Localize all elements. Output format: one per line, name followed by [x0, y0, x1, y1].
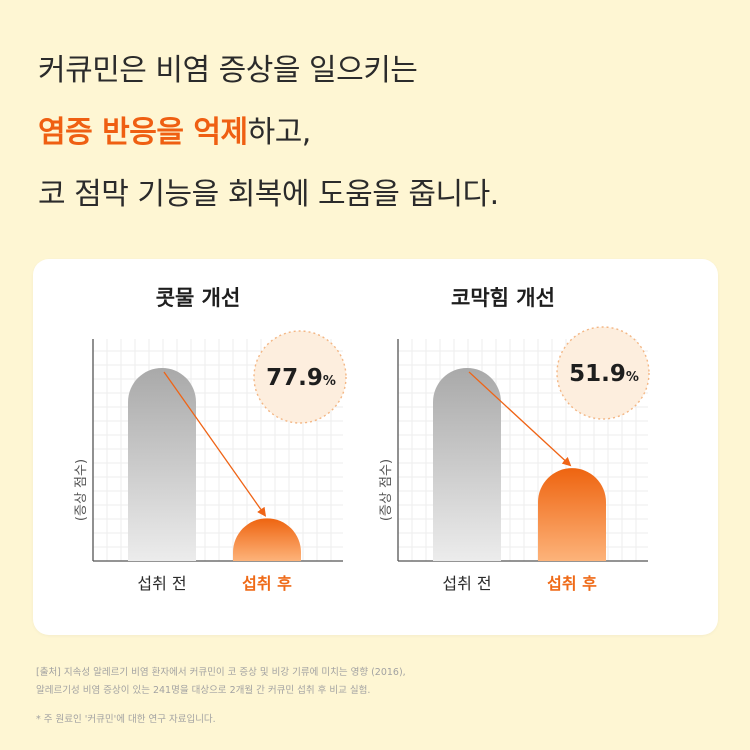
- category-label: 섭취 후: [547, 574, 597, 593]
- headline-line-3: 코 점막 기능을 회복에 도움을 줍니다.: [38, 177, 499, 212]
- footnote-source: [출처] 지속성 알레르기 비염 환자에서 커큐민이 코 증상 및 비강 기류에…: [36, 667, 406, 678]
- chart-title: 코막힘 개선: [451, 286, 555, 310]
- bar-after: [233, 518, 301, 561]
- bar-before: [433, 367, 501, 561]
- headline-highlight: 염증 반응을 억제: [38, 115, 248, 150]
- reduction-badge: [253, 330, 347, 424]
- reduction-badge: [556, 326, 650, 420]
- chart-panel-1: 콧물 개선 (증상 점수) 섭취 전 섭취 후 77.9%: [74, 286, 347, 593]
- footnote-note: * 주 원료인 '커큐민'에 대한 연구 자료입니다.: [36, 714, 216, 725]
- chart-panel-2: 코막힘 개선 (증상 점수) 섭취 전 섭취 후 51.9%: [379, 286, 650, 593]
- footnote-study: 알레르기성 비염 증상이 있는 241명을 대상으로 2개월 간 커큐민 섭취 …: [36, 685, 371, 696]
- trend-arrow: [468, 371, 572, 467]
- trend-arrow: [163, 371, 267, 517]
- bar-after: [538, 468, 606, 561]
- category-label: 섭취 전: [137, 574, 186, 593]
- chart-card: 콧물 개선 (증상 점수) 섭취 전 섭취 후 77.9% 코막힘 개선 (증상 점수) 섭취…: [33, 259, 718, 635]
- category-label: 섭취 후: [242, 574, 292, 593]
- y-axis-label: (증상 점수): [74, 459, 89, 521]
- headline-line-2: 염증 반응을 억제하고,: [38, 118, 311, 148]
- category-label: 섭취 전: [442, 574, 491, 593]
- y-axis-label: (증상 점수): [379, 459, 394, 521]
- headline-line-2-rest: 하고,: [247, 115, 312, 150]
- reduction-value: 51.9%: [569, 361, 639, 387]
- reduction-value: 77.9%: [266, 365, 336, 391]
- charts-svg: 콧물 개선 (증상 점수) 섭취 전 섭취 후 77.9% 코막힘 개선 (증상 점수) 섭취…: [74, 286, 650, 593]
- headline-line-1: 커큐민은 비염 증상을 일으키는: [38, 53, 418, 88]
- bar-before: [128, 367, 196, 561]
- chart-title: 콧물 개선: [156, 286, 241, 310]
